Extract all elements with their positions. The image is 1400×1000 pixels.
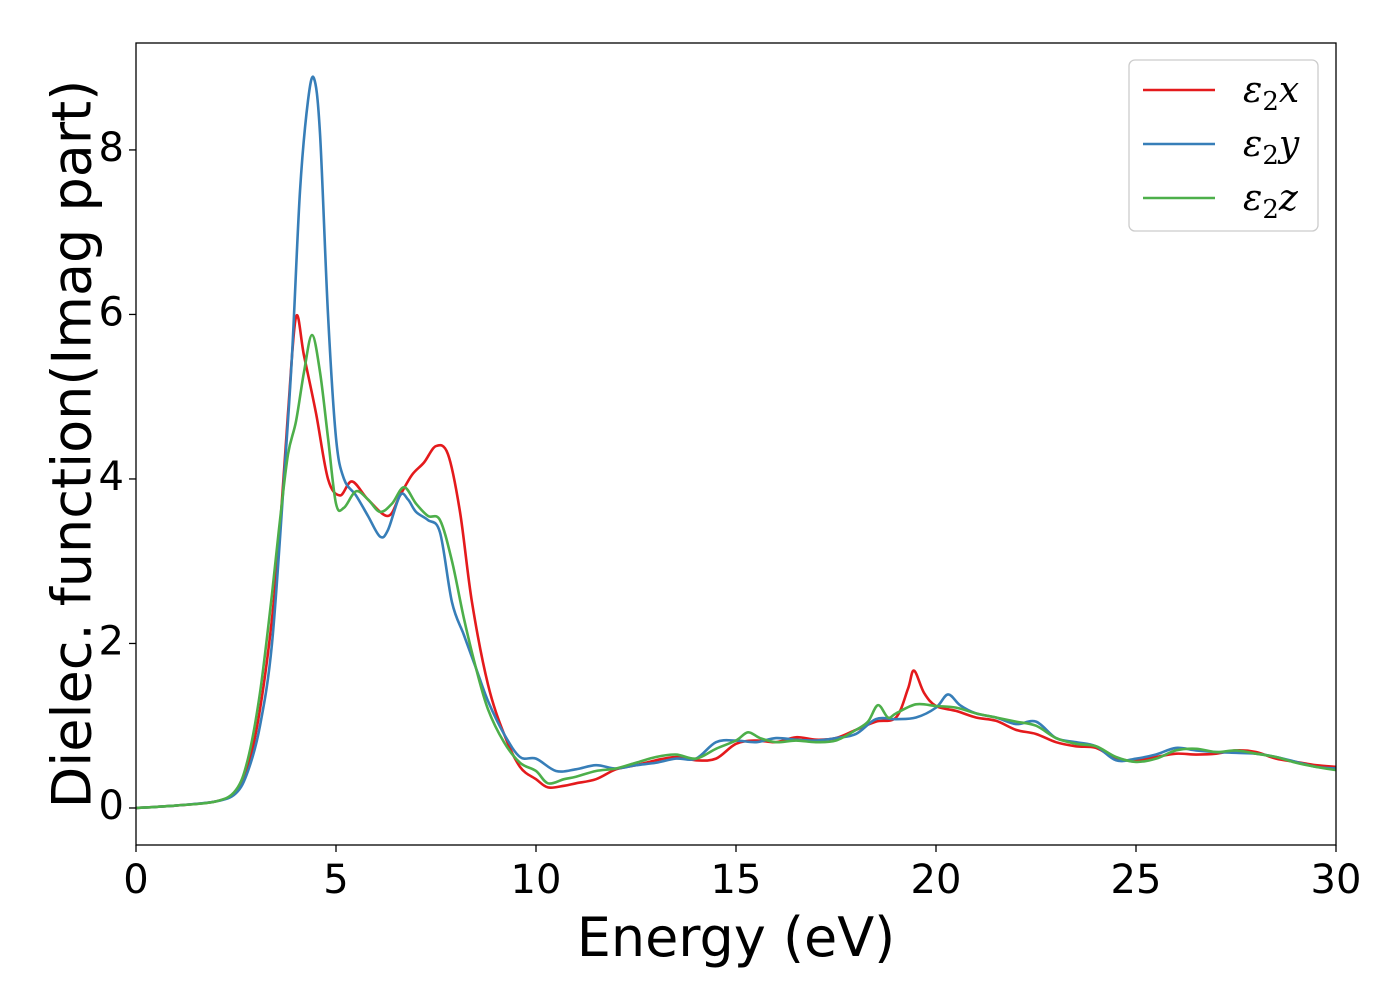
legend-label-y: ε2y	[1243, 124, 1300, 171]
legend-label-main: ε	[1243, 178, 1262, 219]
y-axis-title: Dielec. function(Imag part)	[41, 80, 104, 809]
legend-label-suffix: y	[1277, 124, 1300, 165]
legend-label-subscript: 2	[1262, 87, 1279, 117]
x-tick-label: 0	[123, 857, 148, 903]
y-tick-label: 8	[99, 125, 124, 171]
x-tick-label: 10	[511, 857, 562, 903]
y-tick-label: 0	[99, 783, 124, 829]
y-tick-label: 6	[99, 289, 124, 335]
series-line-x	[136, 313, 1336, 810]
legend-label-subscript: 2	[1262, 141, 1279, 171]
x-axis-title: Energy (eV)	[577, 906, 896, 969]
legend-label-z: ε2z	[1243, 178, 1299, 225]
legend-label-subscript: 2	[1262, 195, 1279, 225]
legend-label-main: ε	[1243, 70, 1262, 111]
legend-label-suffix: z	[1278, 178, 1299, 219]
legend-box	[1128, 59, 1319, 232]
x-tick-label: 25	[1111, 857, 1162, 903]
y-tick-label: 2	[99, 618, 124, 664]
x-axis: 0 5 10 15 20 25 30	[123, 845, 1361, 903]
y-axis: 0 2 4 6 8	[99, 125, 136, 829]
x-tick-label: 5	[323, 857, 348, 903]
x-tick-label: 30	[1311, 857, 1362, 903]
x-tick-label: 15	[711, 857, 762, 903]
series-line-z	[136, 333, 1336, 810]
legend-label-x: ε2x	[1243, 70, 1299, 117]
series-layer	[136, 75, 1336, 810]
y-tick-label: 4	[99, 454, 124, 500]
legend-label-main: ε	[1243, 124, 1262, 165]
legend-label-suffix: x	[1279, 70, 1299, 111]
x-tick-label: 20	[911, 857, 962, 903]
